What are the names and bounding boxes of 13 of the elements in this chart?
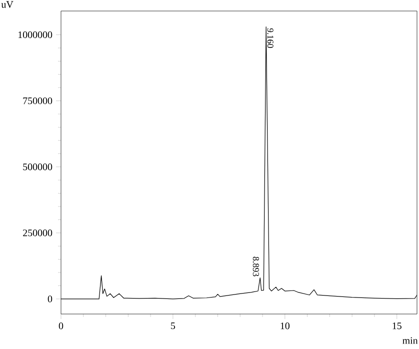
y-tick-label: 750000 <box>23 97 52 104</box>
y-tick-label: 0 <box>48 296 52 302</box>
y-tick-label: 250000 <box>23 230 52 236</box>
x-tick-label: 5 <box>171 322 176 330</box>
y-tick-label: 500000 <box>23 163 52 170</box>
annotation: 9.160 <box>267 28 274 48</box>
x-axis-title: min <box>402 337 418 344</box>
annotation: 8.893 <box>252 256 259 276</box>
y-tick-label: 1000000 <box>18 31 52 38</box>
x-tick-label: 0 <box>58 322 64 330</box>
y-axis-title: uV <box>1 1 14 8</box>
x-tick-label: 15 <box>392 322 402 330</box>
x-tick-label: 10 <box>280 322 290 330</box>
